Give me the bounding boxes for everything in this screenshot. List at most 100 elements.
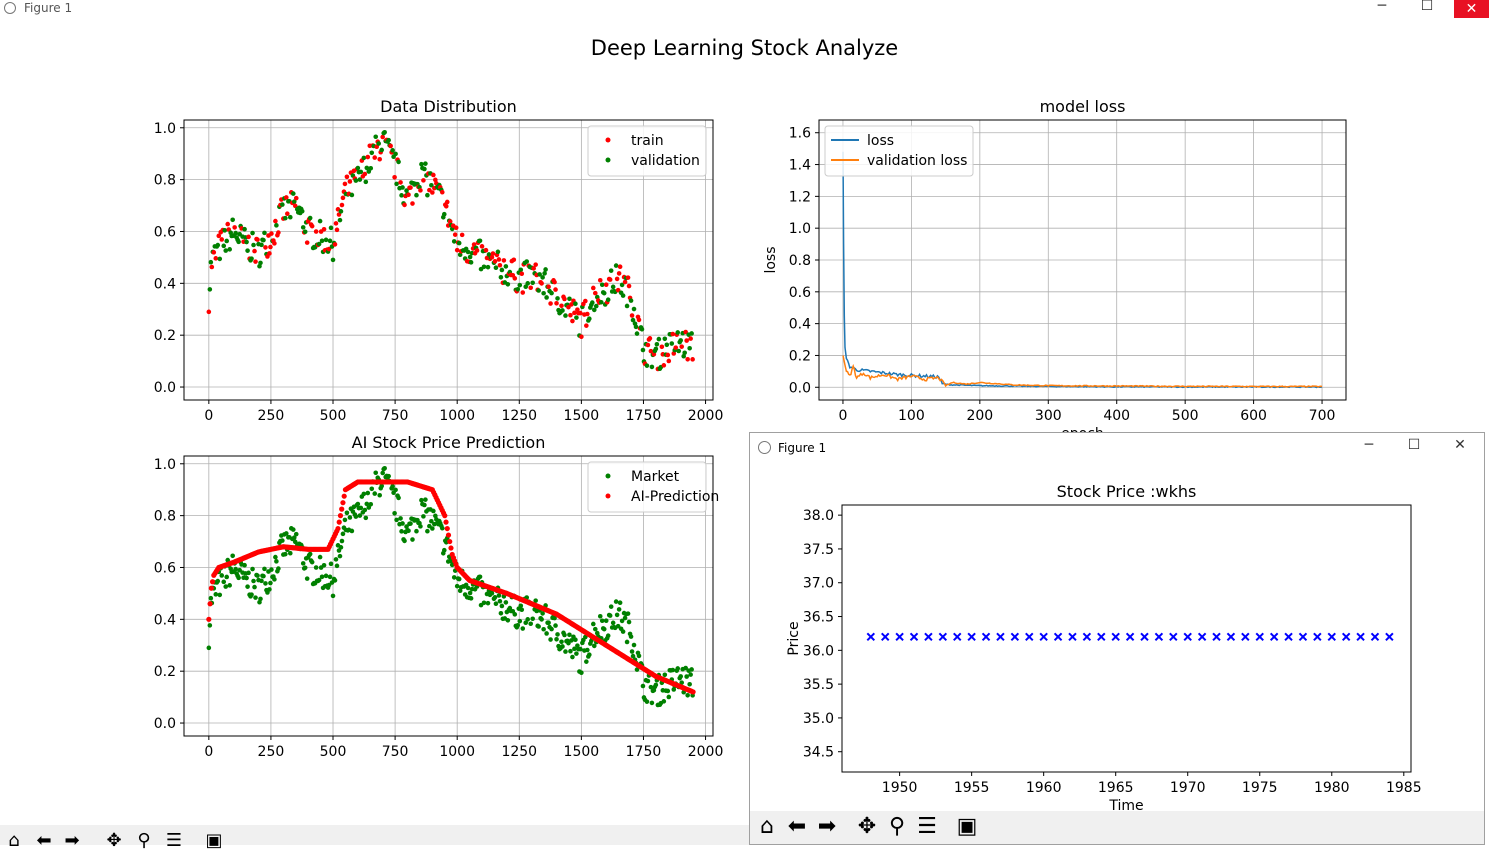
ai-prediction-plot: 0 250 500 750 1000 1250 1500 1750 2000 0.0 0.2 0.4 0… — [154, 433, 724, 760]
market-point — [579, 670, 584, 676]
data-point — [585, 311, 590, 317]
market-point — [622, 615, 628, 621]
market-point — [219, 573, 225, 578]
data-point — [207, 287, 213, 292]
maximize-icon[interactable]: ☐ — [1407, 437, 1421, 453]
data-point — [584, 323, 589, 328]
prediction-point — [207, 601, 213, 607]
data-point — [233, 230, 238, 236]
data-point — [603, 282, 609, 287]
market-point — [373, 470, 379, 476]
market-point — [539, 617, 544, 622]
data-point — [645, 342, 651, 348]
forward-icon[interactable]: ➡ — [817, 814, 837, 839]
x-tick-label: 600 — [1240, 408, 1267, 424]
x-tick-label: 500 — [1172, 408, 1199, 424]
data-point — [533, 262, 538, 267]
data-point — [208, 259, 214, 265]
market-point — [607, 613, 613, 618]
market-point — [546, 620, 551, 625]
data-point — [639, 326, 645, 332]
axes-frame — [183, 119, 714, 401]
zoom-icon[interactable]: ⚲ — [137, 830, 151, 851]
back-icon[interactable]: ⬅ — [787, 814, 807, 839]
home-icon[interactable]: ⌂ — [8, 830, 20, 851]
market-point — [261, 573, 266, 579]
data-point — [465, 249, 471, 255]
market-point — [283, 551, 288, 557]
data-point — [216, 233, 222, 239]
maximize-icon[interactable]: ☐ — [1420, 0, 1434, 14]
market-point — [649, 700, 655, 706]
market-point — [620, 629, 626, 634]
back-icon[interactable]: ⬅ — [36, 830, 52, 851]
market-point — [578, 646, 583, 652]
configure-icon[interactable]: ☰ — [165, 830, 183, 851]
market-point — [244, 575, 249, 581]
minimize-icon[interactable]: ─ — [1364, 437, 1374, 453]
data-point — [505, 281, 511, 287]
data-point — [317, 218, 323, 224]
y-tick-label: 0.6 — [154, 224, 176, 240]
market-point — [597, 613, 603, 619]
chart-title: AI Stock Price Prediction — [352, 433, 546, 452]
market-point — [585, 647, 590, 653]
y-tick-label: 1.0 — [154, 121, 176, 137]
data-point — [290, 191, 296, 196]
data-point — [361, 155, 367, 161]
data-point — [528, 285, 534, 291]
data-point — [330, 257, 336, 263]
data-point — [613, 263, 619, 268]
data-point — [355, 165, 361, 171]
forward-icon[interactable]: ➡ — [64, 830, 80, 851]
data-point — [447, 219, 453, 224]
market-point — [393, 487, 398, 493]
data-point — [263, 245, 268, 250]
chart-title: Data Distribution — [380, 97, 517, 116]
data-point — [592, 290, 598, 296]
market-point — [590, 621, 596, 627]
close-icon[interactable]: ✕ — [1454, 437, 1466, 453]
market-point — [629, 649, 635, 654]
x-tick-label: 0 — [204, 408, 213, 424]
market-point — [599, 618, 605, 624]
prediction-point — [337, 513, 344, 519]
close-icon[interactable]: ✕ — [1454, 0, 1489, 18]
data-point — [498, 274, 504, 280]
legend-label: validation — [631, 153, 700, 169]
configure-icon[interactable]: ☰ — [917, 814, 937, 839]
pan-icon[interactable]: ✥ — [857, 814, 877, 839]
market-point — [319, 574, 325, 580]
app-logo-icon — [758, 441, 771, 454]
pan-icon[interactable]: ✥ — [106, 830, 122, 851]
save-icon[interactable]: ▣ — [956, 814, 978, 839]
save-icon[interactable]: ▣ — [205, 830, 223, 851]
zoom-icon[interactable]: ⚲ — [888, 814, 906, 839]
data-point — [572, 310, 577, 316]
data-point — [431, 172, 436, 178]
market-point — [396, 495, 401, 501]
data-point — [495, 249, 501, 255]
minimize-icon[interactable]: ─ — [1377, 0, 1387, 14]
market-point — [274, 559, 279, 564]
data-point — [333, 221, 339, 226]
data-point — [479, 244, 485, 249]
data-point — [253, 259, 258, 264]
market-point — [355, 501, 361, 507]
data-point — [492, 259, 498, 264]
data-point — [610, 284, 616, 290]
data-point — [321, 226, 327, 232]
market-point — [423, 497, 428, 502]
market-point — [269, 567, 274, 572]
data-point — [365, 154, 371, 160]
data-point — [620, 293, 626, 298]
data-point — [292, 203, 298, 209]
market-point — [592, 626, 598, 632]
market-point — [489, 590, 495, 596]
data-point — [339, 202, 345, 208]
window2-toolbar: ⌂ ⬅ ➡ ✥ ⚲ ☰ ▣ — [750, 811, 1484, 844]
data-point — [400, 185, 405, 190]
market-point — [553, 623, 558, 628]
data-point — [563, 313, 568, 318]
home-icon[interactable]: ⌂ — [760, 814, 774, 839]
